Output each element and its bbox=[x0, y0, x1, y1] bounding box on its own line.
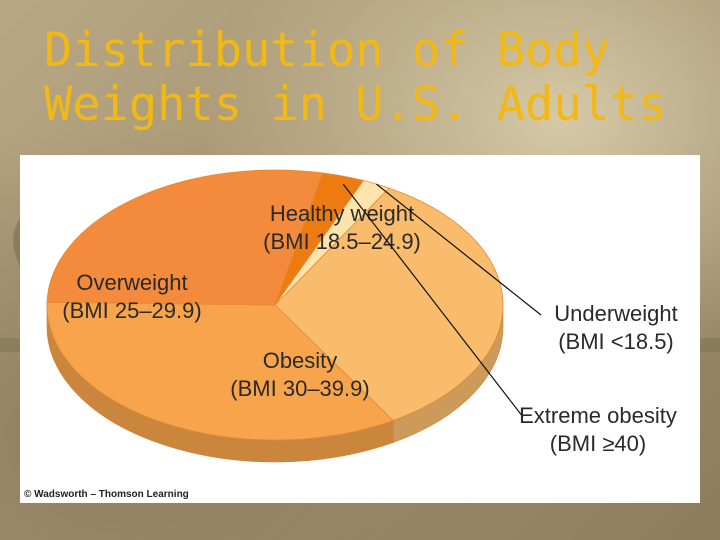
pie-slice-obesity bbox=[46, 169, 323, 306]
chart-panel: Healthy weight (BMI 18.5–24.9) Overweight (… bbox=[20, 155, 700, 503]
pie-slice-overweight bbox=[46, 301, 394, 441]
leader-line-extreme-obesity bbox=[342, 183, 524, 418]
label-range-obesity: (BMI 30–39.9) bbox=[230, 376, 369, 401]
title-line-1: Distribution of Body bbox=[44, 23, 610, 78]
label-range-underweight: (BMI <18.5) bbox=[558, 329, 674, 354]
label-healthy-weight: Healthy weight bbox=[270, 201, 414, 226]
label-underweight: Underweight bbox=[554, 301, 678, 326]
slide-title: Distribution of Body Weights in U.S. Adu… bbox=[44, 24, 684, 132]
label-overweight: Overweight bbox=[76, 270, 187, 295]
label-extreme-obesity: Extreme obesity bbox=[519, 403, 677, 428]
leader-line-underweight bbox=[376, 183, 542, 316]
pie-slice-healthy-weight bbox=[274, 187, 504, 421]
label-obesity: Obesity bbox=[263, 348, 338, 373]
label-range-overweight: (BMI 25–29.9) bbox=[62, 298, 201, 323]
pie-chart: Healthy weight (BMI 18.5–24.9) Overweight (… bbox=[46, 169, 678, 463]
label-range-healthy-weight: (BMI 18.5–24.9) bbox=[263, 229, 421, 254]
copyright-credit: © Wadsworth – Thomson Learning bbox=[24, 489, 189, 500]
label-range-extreme-obesity: (BMI ≥40) bbox=[550, 431, 646, 456]
title-line-2: Weights in U.S. Adults bbox=[44, 77, 667, 132]
